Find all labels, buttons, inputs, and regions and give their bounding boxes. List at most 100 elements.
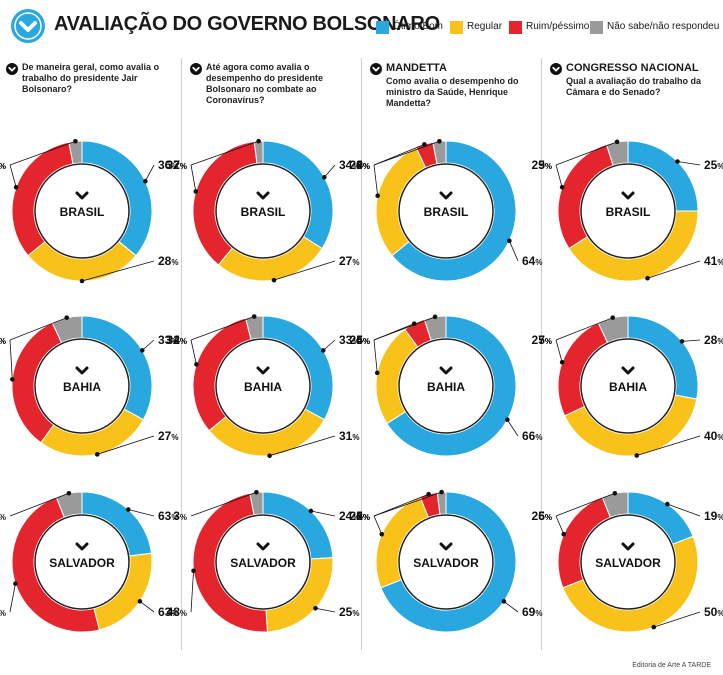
percent-label: 48%	[167, 605, 187, 619]
donut-chart: SALVADOR 63% 63% 63% 63%	[0, 490, 178, 633]
donut-chart: BRASIL 34% 27% 37%2%	[167, 138, 359, 283]
percent-label: 32%	[167, 333, 187, 347]
leader-line	[667, 503, 701, 517]
donut-center-label: BRASIL	[606, 205, 651, 219]
donut-center	[215, 514, 311, 610]
percent-label: 24%	[350, 333, 370, 347]
leader-line	[555, 339, 563, 363]
donut-chart: SALVADOR 24% 25% 48% 3%	[167, 490, 359, 633]
leader-line	[555, 164, 563, 188]
percent-label: 4%	[356, 509, 370, 523]
leader-line	[373, 515, 383, 535]
percent-label: 3%	[0, 158, 6, 172]
legend-label: Ótimo/Bom	[393, 21, 444, 32]
column-title: CONGRESSO NACIONAL	[566, 62, 699, 74]
percent-label: 50%	[704, 605, 723, 619]
leader-dot	[645, 275, 650, 281]
leader-line	[9, 339, 13, 380]
leader-line	[653, 611, 701, 628]
leader-dot	[559, 359, 565, 365]
donut-center-label: BAHIA	[609, 380, 647, 394]
donut-center-label: BAHIA	[427, 380, 465, 394]
donut-chart: BRASIL 64% 29%4%3%	[350, 139, 542, 282]
percent-label: 19%	[704, 509, 723, 523]
leader-line	[503, 601, 519, 613]
donut-slice-3	[11, 496, 101, 633]
percent-label: 31%	[339, 429, 359, 443]
donut-slice-2	[563, 394, 698, 457]
leader-line	[555, 141, 618, 166]
percent-label: 66%	[522, 429, 542, 443]
donut-center-label: BAHIA	[244, 380, 282, 394]
donut-chart: BAHIA 33% 31% 32%4%	[167, 314, 359, 458]
percent-label: 41%	[704, 254, 723, 268]
leader-line	[9, 492, 70, 517]
donut-chart: BAHIA 28% 40% 25%7%	[532, 315, 723, 458]
chevron-logo-icon	[11, 9, 45, 43]
donut-center	[398, 514, 494, 610]
leader-line	[647, 260, 701, 279]
leader-line	[677, 161, 701, 166]
donut-center	[398, 338, 494, 434]
chevron-down-icon	[75, 366, 89, 375]
donut-center	[580, 163, 676, 259]
leader-line	[128, 509, 155, 517]
leader-line	[373, 339, 378, 373]
column-question: De maneira geral, como avalia o trabalho…	[22, 62, 160, 94]
donut-center-label: BRASIL	[60, 205, 105, 219]
chevron-down-icon	[256, 191, 270, 200]
column-divider	[541, 58, 542, 650]
percent-label: 37%	[167, 158, 187, 172]
column-question: Como avalia o desempenho do ministro da …	[386, 76, 519, 108]
chevron-down-icon	[75, 191, 89, 200]
leader-line	[9, 164, 17, 188]
donut-center	[215, 338, 311, 434]
percent-label: 7%	[538, 333, 552, 347]
percent-label: 2%	[356, 509, 370, 523]
percent-label: 33%	[0, 333, 6, 347]
donut-slice-1	[380, 491, 517, 633]
header: AVALIAÇÃO DO GOVERNO BOLSONARO Ótimo/Bom…	[0, 0, 723, 56]
percent-label: 25%	[532, 509, 552, 523]
legend-label: Ruim/péssimo	[526, 21, 590, 32]
chevron-down-icon	[439, 366, 453, 375]
percent-label: 33%	[158, 333, 178, 347]
percent-label: 63%	[158, 605, 178, 619]
chevron-down-icon	[621, 366, 635, 375]
leader-line	[190, 570, 194, 613]
column-divider	[181, 58, 182, 650]
donut-slice-4	[244, 315, 264, 341]
leader-line	[636, 435, 701, 456]
percent-label: 33%	[339, 333, 359, 347]
percent-label: 63%	[158, 509, 178, 523]
leader-dot	[194, 362, 199, 367]
donut-slice-4	[601, 491, 629, 519]
donut-center-label: BAHIA	[63, 380, 101, 394]
page-title: AVALIAÇÃO DO GOVERNO BOLSONARO	[54, 13, 440, 35]
donut-center	[580, 514, 676, 610]
chevron-bullet-icon	[370, 63, 382, 75]
donut-center	[34, 514, 130, 610]
percent-label: 29%	[350, 158, 370, 172]
donut-center	[34, 338, 130, 434]
chevron-down-icon	[621, 191, 635, 200]
percent-label: 63%	[0, 509, 6, 523]
percent-label: 5%	[356, 333, 370, 347]
chevron-down-icon	[75, 542, 89, 551]
percent-label: 25%	[350, 509, 370, 523]
donut-slice-4	[55, 491, 83, 519]
donut-center-label: SALVADOR	[413, 556, 479, 570]
leader-line	[190, 339, 197, 365]
legend-label: Regular	[467, 21, 503, 32]
chevron-bullet-icon	[6, 63, 18, 75]
chevron-bullet-icon	[190, 63, 202, 75]
donut-slice-4	[597, 315, 629, 344]
leader-line	[190, 491, 257, 517]
leader-line	[322, 339, 336, 351]
percent-label: 2%	[173, 158, 187, 172]
leader-line	[141, 339, 155, 351]
percent-label: 25%	[704, 158, 723, 172]
donut-chart: BRASIL 25% 41% 29%5%	[532, 139, 723, 282]
